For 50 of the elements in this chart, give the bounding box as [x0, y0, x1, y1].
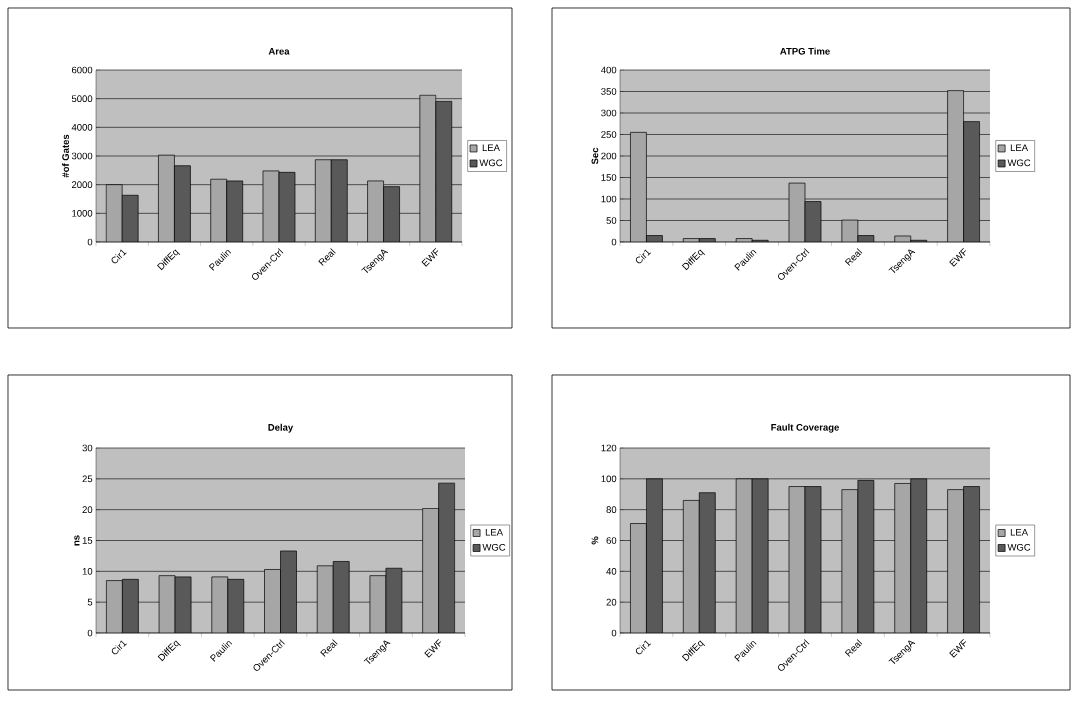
y-tick-label: 100 [601, 475, 617, 483]
legend-label: LEA [485, 528, 503, 536]
y-tick-label: 400 [601, 66, 617, 74]
y-tick-label: 200 [601, 152, 617, 160]
y-axis-title: % [591, 536, 599, 545]
y-tick-label: 20 [606, 598, 617, 606]
y-tick-label: 120 [601, 444, 617, 452]
chart-title: Delay [268, 423, 294, 433]
y-tick-label: 80 [606, 506, 617, 514]
y-axis-title: ns [74, 535, 80, 546]
y-tick-label: 40 [606, 567, 617, 575]
y-axis-title: Sec [591, 147, 599, 165]
legend-label: WGC [482, 543, 506, 551]
y-tick-label: 5000 [71, 95, 93, 103]
y-tick-label: 300 [601, 109, 617, 117]
y-tick-label: 20 [82, 506, 93, 514]
legend-label: LEA [482, 144, 500, 152]
y-tick-label: 1000 [72, 209, 93, 217]
y-tick-label: 6000 [71, 66, 93, 74]
y-tick-label: 0 [611, 629, 617, 637]
y-tick-label: 60 [606, 537, 617, 544]
y-tick-label: 150 [601, 174, 617, 181]
y-tick-label: 100 [601, 195, 617, 203]
y-tick-label: 15 [82, 537, 93, 544]
y-tick-label: 4000 [71, 123, 93, 131]
chart-title: Fault Coverage [771, 423, 839, 433]
y-tick-label: 2000 [71, 181, 93, 189]
legend-label: LEA [1010, 144, 1029, 152]
y-tick-label: 0 [87, 238, 93, 246]
y-tick-label: 25 [82, 475, 93, 483]
x-tick-label: Cir1 [111, 249, 127, 264]
y-tick-label: 350 [601, 88, 617, 95]
y-tick-label: 0 [611, 238, 617, 246]
y-tick-label: 50 [606, 217, 617, 224]
x-tick-label: Cir1 [635, 249, 651, 264]
legend-label: WGC [1007, 543, 1031, 551]
y-tick-label: 3000 [71, 152, 93, 160]
y-tick-label: 250 [601, 131, 617, 138]
x-tick-label: Cir1 [111, 640, 127, 655]
x-tick-label: Cir1 [635, 640, 651, 655]
legend-label: LEA [1010, 528, 1029, 536]
chart-title: Area [268, 48, 290, 55]
chart-title: ATPG Time [780, 47, 830, 55]
y-axis-title: #of Gates [61, 134, 69, 178]
legend-label: WGC [1007, 159, 1031, 167]
legend-label: WGC [479, 159, 503, 167]
y-tick-label: 0 [87, 629, 93, 637]
y-tick-label: 10 [82, 567, 93, 575]
y-tick-label: 30 [82, 444, 93, 452]
y-tick-label: 5 [87, 598, 93, 606]
